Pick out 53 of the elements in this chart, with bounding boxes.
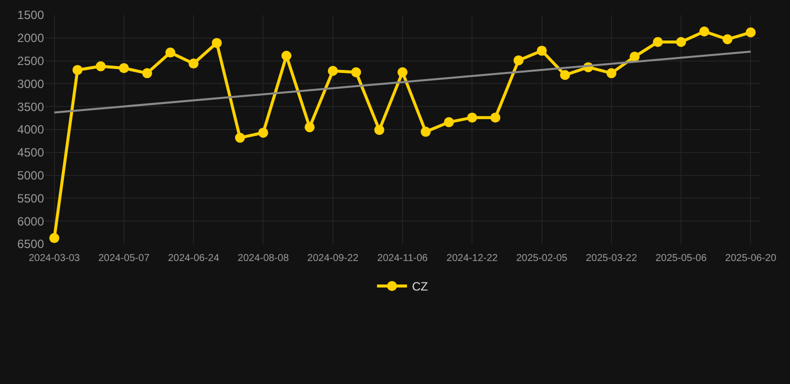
y-tick-label: 6500 [17, 237, 44, 252]
y-tick-label: 3500 [17, 100, 44, 114]
point [490, 112, 500, 123]
point [560, 70, 570, 80]
point [235, 132, 245, 143]
y-tick-label: 2500 [17, 54, 44, 68]
x-tick-label: 2024-09-22 [307, 253, 359, 264]
point [165, 48, 176, 58]
point [96, 61, 106, 72]
point [188, 58, 199, 69]
y-tick-label: 6000 [17, 214, 44, 228]
point [652, 37, 663, 48]
point [72, 64, 82, 75]
point [281, 50, 292, 61]
point [304, 122, 315, 132]
y-tick-label: 5000 [17, 168, 44, 182]
y-tick-label: 3000 [17, 76, 44, 91]
x-tick-label: 2024-08-08 [238, 253, 290, 264]
point [746, 27, 756, 38]
legend-label: CZ [412, 280, 428, 294]
point [142, 68, 152, 78]
point [606, 68, 616, 78]
point [536, 46, 547, 56]
point [351, 67, 362, 78]
x-tick-label: 2024-03-03 [28, 253, 80, 264]
point [699, 26, 710, 36]
point [444, 117, 454, 128]
x-tick-label: 2025-02-05 [516, 253, 568, 264]
point [258, 128, 268, 138]
y-tick-label: 4500 [17, 146, 44, 160]
point [118, 63, 129, 74]
point [49, 233, 60, 244]
point [630, 52, 640, 62]
point [467, 112, 478, 123]
y-tick-label: 2000 [17, 31, 44, 46]
x-tick-label: 2025-06-20 [725, 253, 777, 264]
x-tick-label: 2024-12-22 [446, 253, 498, 264]
x-tick-label: 2025-05-06 [655, 253, 708, 264]
y-tick-label: 5500 [17, 191, 44, 206]
y-tick-label: 4000 [17, 122, 44, 137]
point [212, 38, 222, 48]
y-tick-label: 1500 [17, 8, 44, 22]
point [374, 124, 384, 135]
x-tick-label: 2024-11-06 [377, 253, 428, 264]
point [398, 67, 408, 78]
point [420, 126, 431, 137]
point [676, 37, 686, 48]
x-tick-label: 2024-05-07 [98, 253, 150, 264]
point [514, 55, 524, 66]
x-tick-label: 2025-03-22 [586, 253, 638, 264]
point [328, 66, 338, 76]
point [722, 34, 732, 44]
x-tick-label: 2024-06-24 [168, 253, 220, 264]
